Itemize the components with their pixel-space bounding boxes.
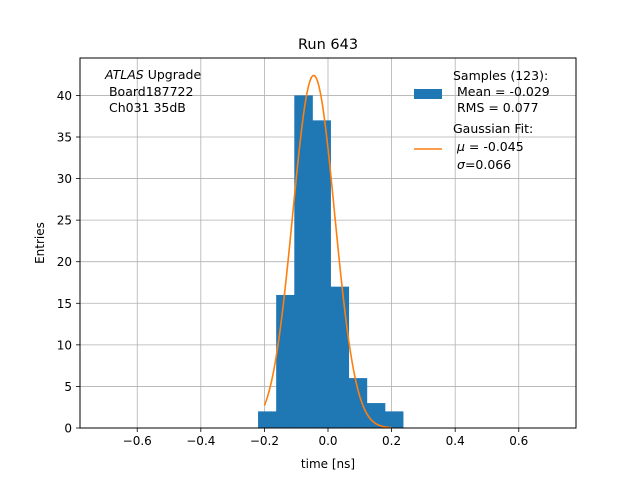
y-tick-label: 10 — [57, 338, 72, 352]
legend: Samples (123): Mean = -0.029 RMS = 0.077… — [414, 68, 550, 172]
annotation-line-1: ATLAS Upgrade — [104, 67, 201, 82]
histogram-bar — [276, 294, 295, 428]
histogram-bar — [258, 411, 277, 428]
y-tick-label: 5 — [64, 380, 72, 394]
y-tick-label: 35 — [57, 130, 72, 144]
gaussian-fit-line — [263, 74, 392, 429]
y-tick-label: 30 — [57, 172, 72, 186]
x-tick-label: 0.6 — [509, 434, 528, 448]
histogram-bar — [330, 286, 350, 428]
y-tick-label: 40 — [57, 89, 72, 103]
histogram-bar — [312, 120, 331, 428]
x-tick-label: 0.2 — [382, 434, 401, 448]
legend-fit-line-1: Gaussian Fit: — [453, 121, 533, 136]
histogram-bar — [384, 411, 404, 428]
annotation-line-2: Board187722 — [105, 84, 193, 99]
chart-title: Run 643 — [298, 37, 358, 53]
x-tick-label: −0.2 — [250, 434, 279, 448]
histogram-bar — [348, 378, 368, 428]
y-axis-ticks: 0 5 10 15 20 25 30 35 40 — [57, 89, 80, 436]
legend-fit-sigma: σ=0.066 — [457, 157, 511, 172]
y-axis-label: Entries — [33, 222, 47, 264]
x-tick-label: −0.6 — [123, 434, 152, 448]
y-tick-label: 0 — [64, 422, 72, 436]
legend-hist-line-1: Samples (123): — [453, 68, 548, 83]
legend-hist-line-3: RMS = 0.077 — [453, 100, 539, 115]
annotation-box: ATLAS Upgrade Board187722 Ch031 35dB — [104, 67, 201, 115]
legend-hist-line-2: Mean = -0.029 — [453, 84, 550, 99]
legend-fit-mu: μ = -0.045 — [456, 139, 524, 154]
x-tick-label: 0.4 — [446, 434, 465, 448]
x-axis-ticks: −0.6 −0.4 −0.2 0.0 0.2 0.4 0.6 — [123, 428, 528, 448]
y-tick-label: 15 — [57, 297, 72, 311]
x-tick-label: 0.0 — [318, 434, 337, 448]
y-tick-label: 25 — [57, 214, 72, 228]
y-tick-label: 20 — [57, 255, 72, 269]
legend-hist-swatch — [414, 89, 442, 99]
annotation-line-3: Ch031 35dB — [105, 100, 186, 115]
x-tick-label: −0.4 — [186, 434, 215, 448]
x-axis-label: time [ns] — [301, 457, 355, 471]
histogram-bar — [366, 403, 386, 428]
histogram-bar — [294, 95, 313, 428]
